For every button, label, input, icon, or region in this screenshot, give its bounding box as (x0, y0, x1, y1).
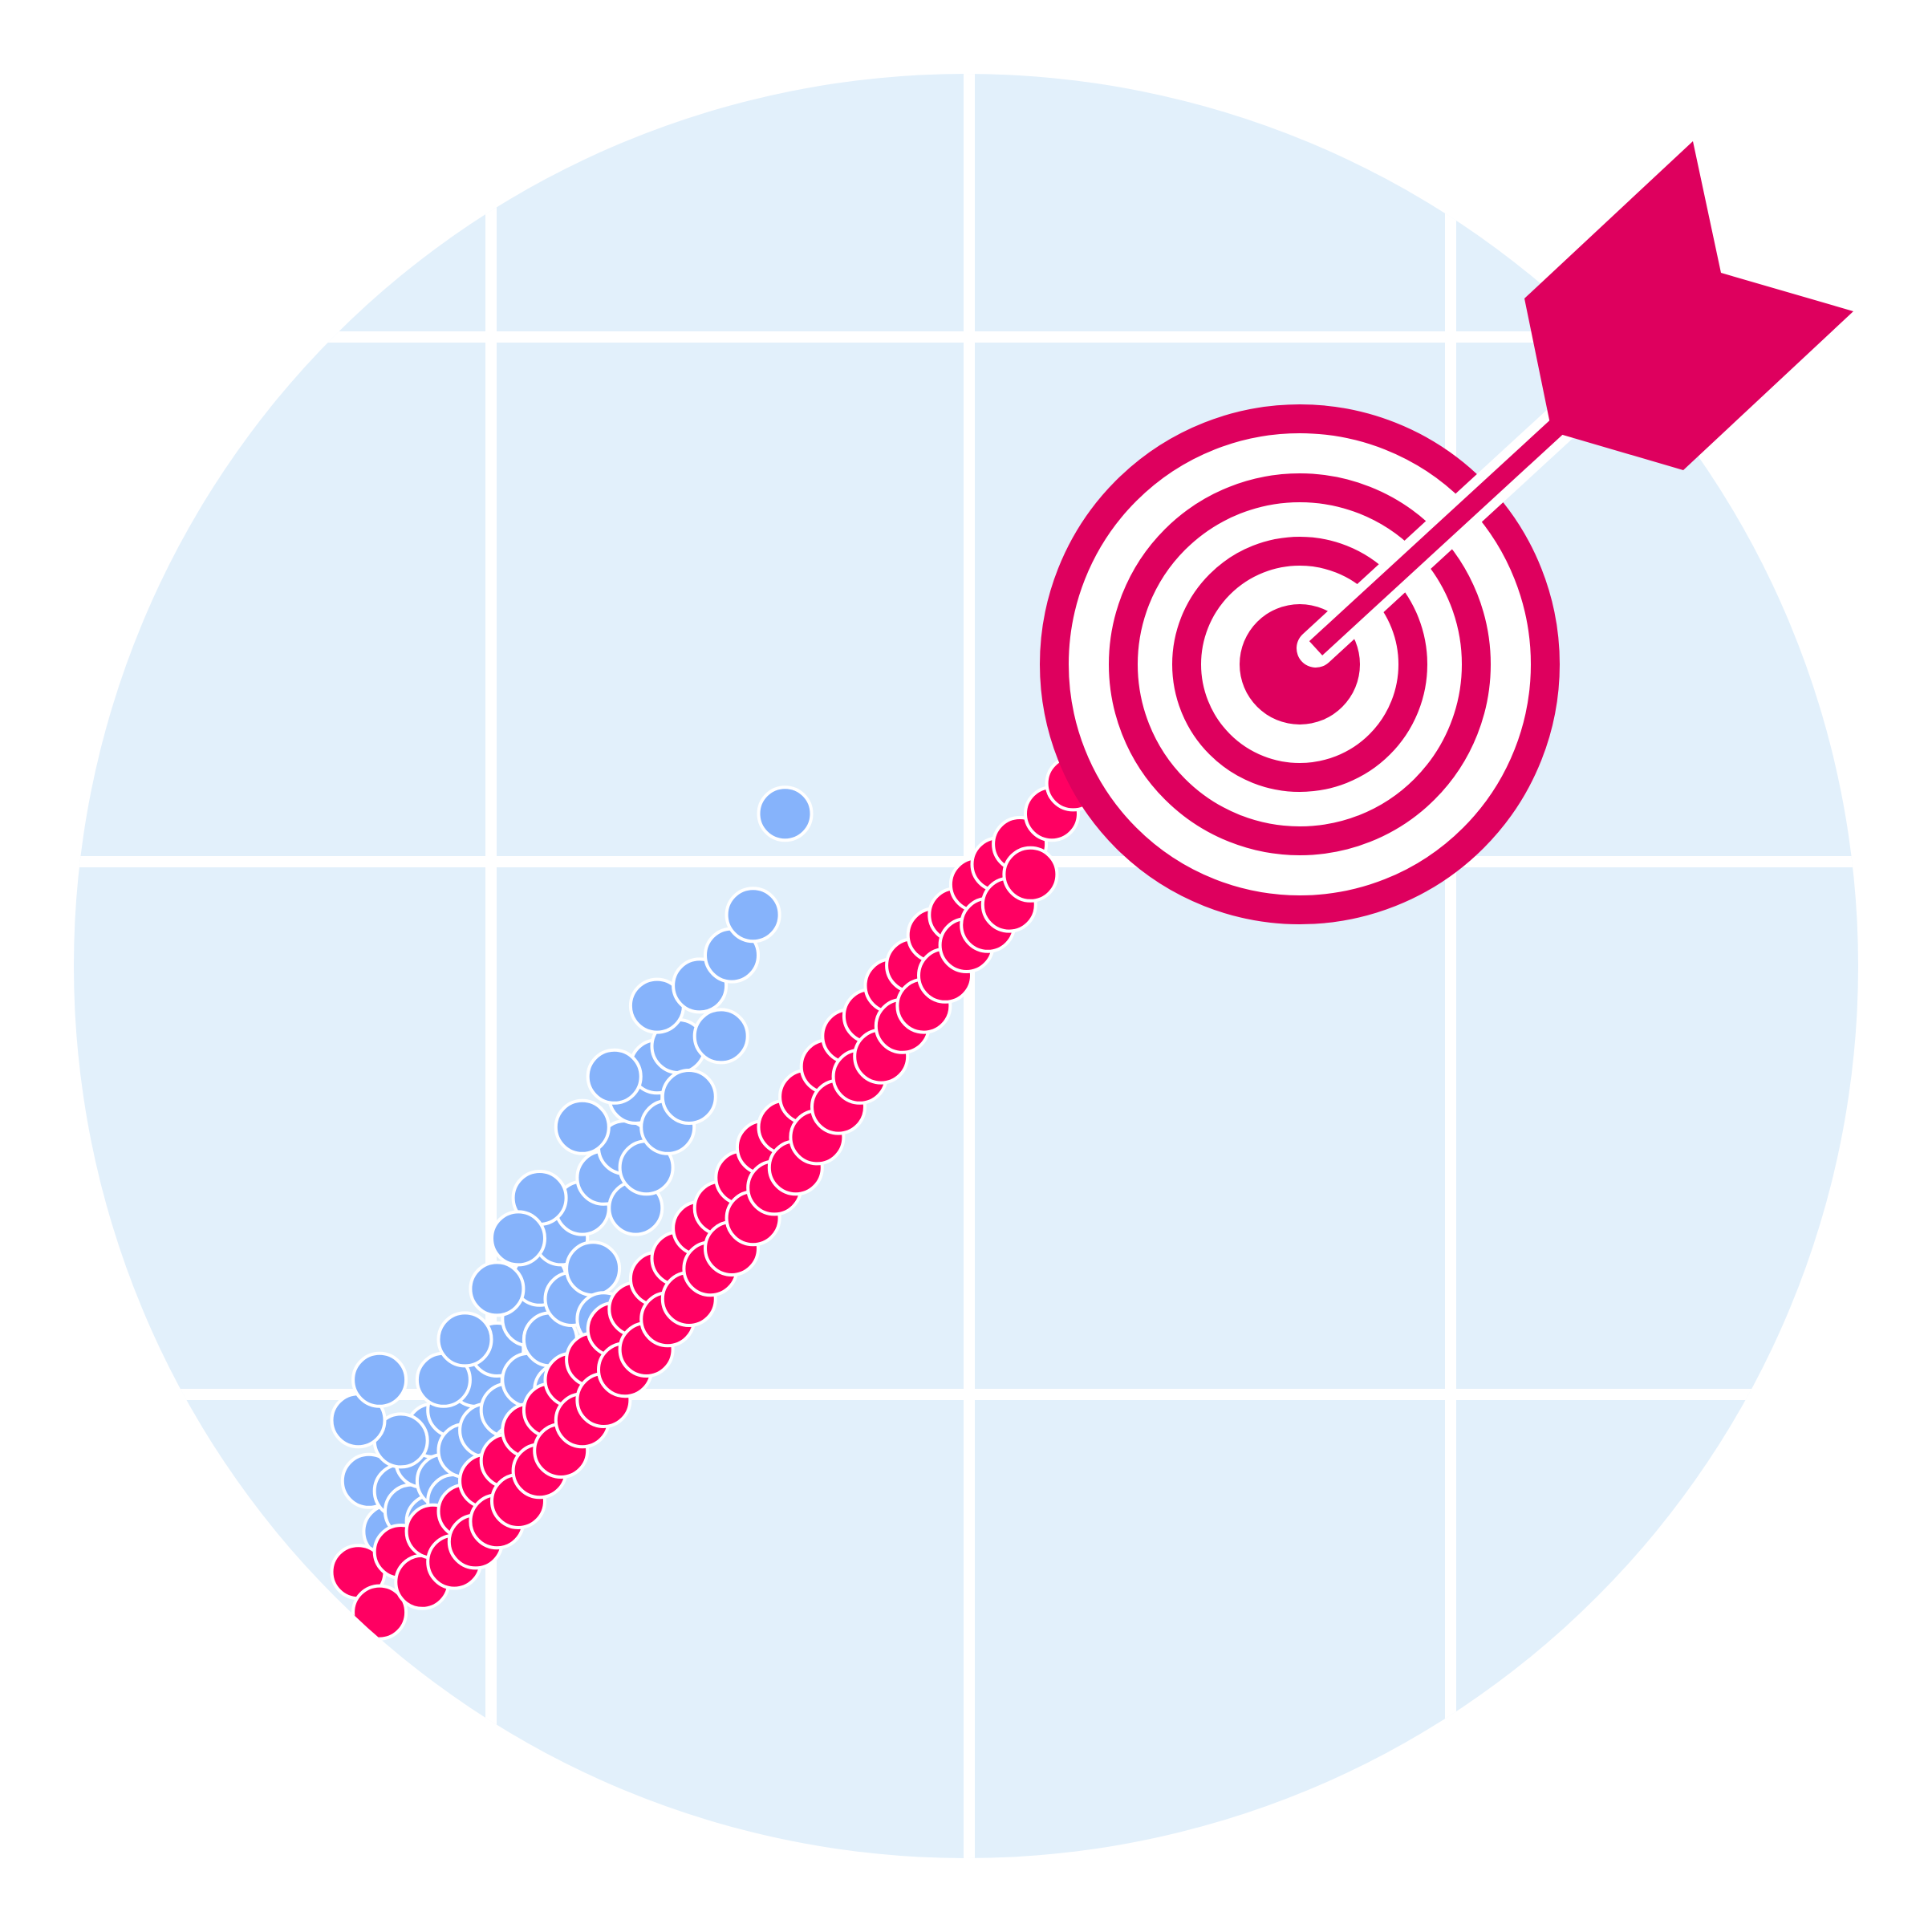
target-ring-outer (1040, 404, 1560, 924)
scatter-point-blue (565, 1240, 622, 1297)
scatter-point-pink (1002, 846, 1059, 903)
grid-line-vertical (1445, 74, 1456, 1858)
scatter-point-blue (554, 1098, 611, 1155)
scatter-point-blue (490, 1210, 546, 1267)
grid-line-horizontal (74, 1389, 1858, 1400)
scatter-point-blue (351, 1351, 408, 1408)
scatter-point-blue (724, 887, 781, 944)
arrow-icon (1297, 141, 1853, 668)
scatter-point-blue (757, 785, 814, 842)
target-ring-inner (1172, 537, 1427, 792)
grid-line-vertical (485, 74, 497, 1858)
scatter-points (330, 664, 1166, 1641)
target-ring-middle (1109, 473, 1491, 855)
scatter-point-blue (586, 1048, 643, 1105)
grid-line-horizontal (74, 331, 1858, 343)
scatter-point-blue (692, 1008, 749, 1065)
scatter-point-blue (469, 1260, 526, 1317)
scatter-point-blue (436, 1311, 493, 1368)
arrow-shaft (1309, 405, 1580, 656)
arrow-fletching (1524, 141, 1853, 470)
scatter-point-blue (660, 1069, 717, 1125)
